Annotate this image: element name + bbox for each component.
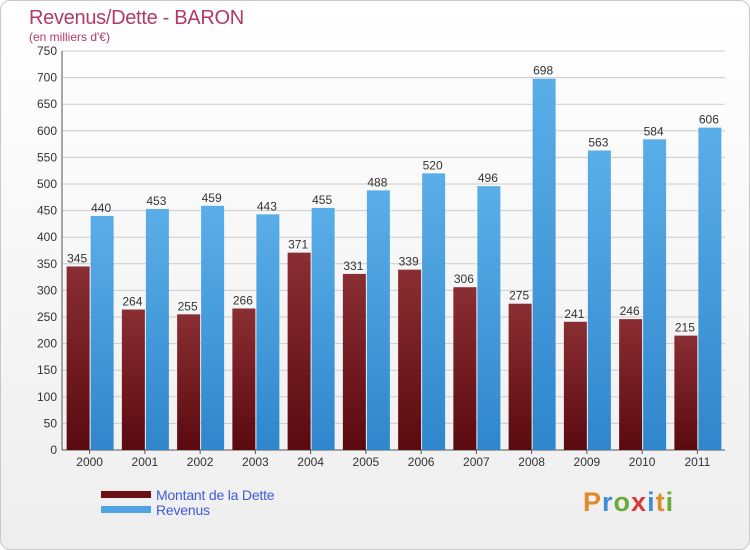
y-tick-label: 750 [37, 44, 57, 58]
data-label-debt: 331 [343, 259, 363, 273]
x-tick-label: 2003 [242, 455, 269, 469]
x-tick-label: 2002 [187, 455, 214, 469]
x-tick-label: 2011 [684, 455, 710, 469]
y-tick-label: 700 [37, 71, 57, 85]
data-label-revenue: 459 [202, 191, 222, 205]
y-tick-label: 50 [44, 416, 58, 430]
y-tick-label: 450 [37, 204, 57, 218]
bar-revenue [587, 150, 611, 450]
data-label-debt: 339 [399, 255, 419, 269]
x-tick-label: 2001 [132, 455, 159, 469]
data-label-debt: 371 [288, 238, 308, 252]
legend-swatch-revenue [101, 506, 151, 513]
bar-debt [121, 309, 145, 450]
y-tick-label: 400 [37, 230, 57, 244]
data-label-debt: 275 [509, 289, 529, 303]
data-label-revenue: 455 [312, 193, 332, 207]
bar-debt [342, 273, 366, 450]
x-tick-label: 2000 [76, 455, 103, 469]
data-label-revenue: 584 [644, 124, 664, 138]
x-tick-label: 2005 [353, 455, 380, 469]
bar-revenue [366, 190, 390, 450]
bar-debt [508, 303, 532, 450]
bar-debt [398, 269, 422, 450]
bar-revenue [145, 209, 169, 450]
bar-debt [287, 252, 311, 450]
data-label-debt: 264 [122, 295, 142, 309]
bar-debt [232, 308, 256, 450]
x-tick-label: 2007 [463, 455, 490, 469]
y-tick-label: 650 [37, 97, 57, 111]
bar-revenue [256, 214, 280, 450]
y-tick-label: 250 [37, 310, 57, 324]
data-label-revenue: 698 [533, 64, 553, 78]
data-label-revenue: 440 [91, 201, 111, 215]
bar-debt [177, 314, 201, 450]
data-label-debt: 345 [67, 251, 87, 265]
bar-revenue [477, 186, 501, 451]
bar-debt [619, 319, 643, 450]
data-label-revenue: 563 [588, 135, 608, 149]
chart-subtitle: (en milliers d'€) [29, 30, 110, 44]
bar-revenue [643, 139, 667, 450]
x-tick-label: 2010 [629, 455, 656, 469]
y-tick-label: 550 [37, 150, 57, 164]
bar-debt [453, 287, 477, 450]
data-label-revenue: 488 [367, 175, 387, 189]
y-tick-label: 0 [50, 443, 57, 457]
data-label-revenue: 496 [478, 171, 498, 185]
bar-debt [66, 266, 90, 450]
data-label-debt: 246 [620, 304, 640, 318]
bar-revenue [698, 127, 722, 450]
x-tick-label: 2004 [297, 455, 324, 469]
bar-debt [563, 321, 587, 450]
legend-label-debt: Montant de la Dette [156, 487, 275, 503]
x-tick-label: 2009 [574, 455, 601, 469]
proxiti-logo[interactable]: Proxiti [583, 487, 675, 517]
bar-revenue [201, 205, 225, 450]
bar-revenue [311, 207, 335, 450]
y-tick-label: 150 [37, 363, 57, 377]
y-tick-label: 200 [37, 337, 57, 351]
data-label-debt: 215 [675, 321, 695, 335]
data-label-revenue: 453 [146, 194, 166, 208]
data-label-debt: 241 [564, 307, 584, 321]
chart-title: Revenus/Dette - BARON [29, 7, 244, 29]
x-tick-label: 2008 [518, 455, 545, 469]
legend-label-revenue: Revenus [156, 502, 210, 518]
y-tick-label: 350 [37, 257, 57, 271]
bar-revenue [90, 215, 114, 450]
y-tick-label: 100 [37, 390, 57, 404]
bar-revenue [422, 173, 446, 451]
data-label-revenue: 520 [423, 158, 443, 172]
data-label-debt: 306 [454, 272, 474, 286]
data-label-debt: 266 [233, 293, 253, 307]
x-tick-label: 2006 [408, 455, 435, 469]
data-label-debt: 255 [178, 299, 198, 313]
y-tick-label: 300 [37, 283, 57, 297]
data-label-revenue: 606 [699, 113, 719, 127]
bar-debt [674, 335, 698, 450]
legend-swatch-debt [101, 491, 151, 498]
data-label-revenue: 443 [257, 199, 277, 213]
bar-revenue [532, 78, 556, 450]
y-tick-label: 500 [37, 177, 57, 191]
y-tick-label: 600 [37, 124, 57, 138]
